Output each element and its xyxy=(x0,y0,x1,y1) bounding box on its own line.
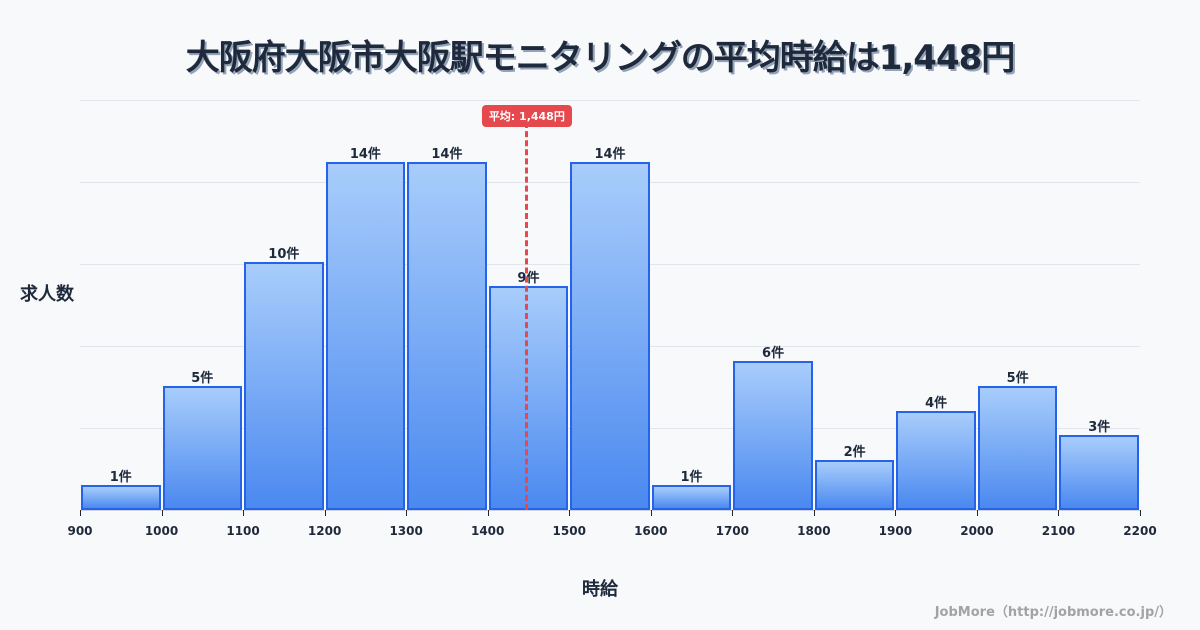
histogram-bar xyxy=(1059,435,1139,510)
bar-value-label: 1件 xyxy=(680,470,703,486)
x-axis-label: 時給 xyxy=(582,579,618,600)
x-tick xyxy=(324,510,326,516)
histogram-bar xyxy=(244,261,324,510)
x-tick xyxy=(895,510,897,516)
histogram-bar xyxy=(896,410,976,510)
bar-value-label: 2件 xyxy=(843,445,866,461)
y-axis-label: 求人数 xyxy=(20,284,74,305)
x-tick-label: 2200 xyxy=(1123,524,1157,538)
histogram-bar xyxy=(814,460,895,510)
x-tick xyxy=(161,510,163,516)
mean-badge: 平均: 1,448円 xyxy=(481,105,572,127)
x-tick xyxy=(1140,510,1141,516)
x-tick xyxy=(80,510,81,516)
histogram-bar xyxy=(651,485,732,510)
bar-value-label: 14件 xyxy=(594,147,626,163)
histogram-bar xyxy=(488,286,569,510)
bar-value-label: 6件 xyxy=(762,345,785,361)
x-tick-label: 2100 xyxy=(1041,524,1076,538)
x-tick-label: 2000 xyxy=(960,524,994,538)
histogram-bar xyxy=(162,385,243,510)
x-tick-label: 1800 xyxy=(797,524,831,538)
chart-title: 大阪府大阪市大阪駅モニタリングの平均時給は1,448円 xyxy=(185,38,1016,78)
histogram-bar xyxy=(325,162,406,510)
x-tick xyxy=(813,510,815,516)
x-tick-label: 1300 xyxy=(389,524,423,538)
x-tick xyxy=(487,510,489,516)
x-tick-label: 1600 xyxy=(634,524,668,538)
bar-value-label: 1件 xyxy=(109,470,132,486)
x-tick xyxy=(406,510,408,516)
bar-value-label: 5件 xyxy=(1006,370,1029,386)
x-tick xyxy=(1058,510,1060,516)
histogram-bar xyxy=(407,162,487,510)
x-tick-label: 1100 xyxy=(226,524,260,538)
bar-value-label: 9件 xyxy=(517,271,540,287)
x-tick xyxy=(569,510,571,516)
histogram-bar xyxy=(733,360,813,510)
x-tick-label: 1700 xyxy=(715,524,749,538)
x-tick-label: 1200 xyxy=(307,524,342,538)
x-tick-label: 1900 xyxy=(878,524,913,538)
x-axis-line xyxy=(80,510,1140,511)
x-tick-label: 1400 xyxy=(470,524,505,538)
x-tick-label: 900 xyxy=(67,524,93,538)
bar-value-label: 14件 xyxy=(349,147,381,163)
bar-value-label: 3件 xyxy=(1088,420,1111,436)
bar-value-label: 5件 xyxy=(191,370,214,386)
bar-value-label: 14件 xyxy=(431,147,463,163)
credit-text: JobMore（http://jobmore.co.jp/） xyxy=(934,605,1172,620)
histogram-bar xyxy=(81,485,161,510)
x-tick-label: 1000 xyxy=(144,524,179,538)
x-tick xyxy=(976,510,978,516)
x-tick-label: 1500 xyxy=(552,524,586,538)
gridline xyxy=(80,100,1140,101)
bar-value-label: 10件 xyxy=(268,246,300,262)
mean-line xyxy=(525,122,529,510)
x-tick xyxy=(732,510,734,516)
bar-value-label: 4件 xyxy=(925,395,948,411)
histogram-bar xyxy=(977,385,1058,510)
histogram-bar xyxy=(570,162,650,510)
x-tick xyxy=(243,510,245,516)
x-tick xyxy=(650,510,652,516)
plot-area: 1件 5件 10件 14件 14件 9件 14件 1件 6件 2件 4件 5件 3件 900 1000 110… xyxy=(67,100,1157,538)
